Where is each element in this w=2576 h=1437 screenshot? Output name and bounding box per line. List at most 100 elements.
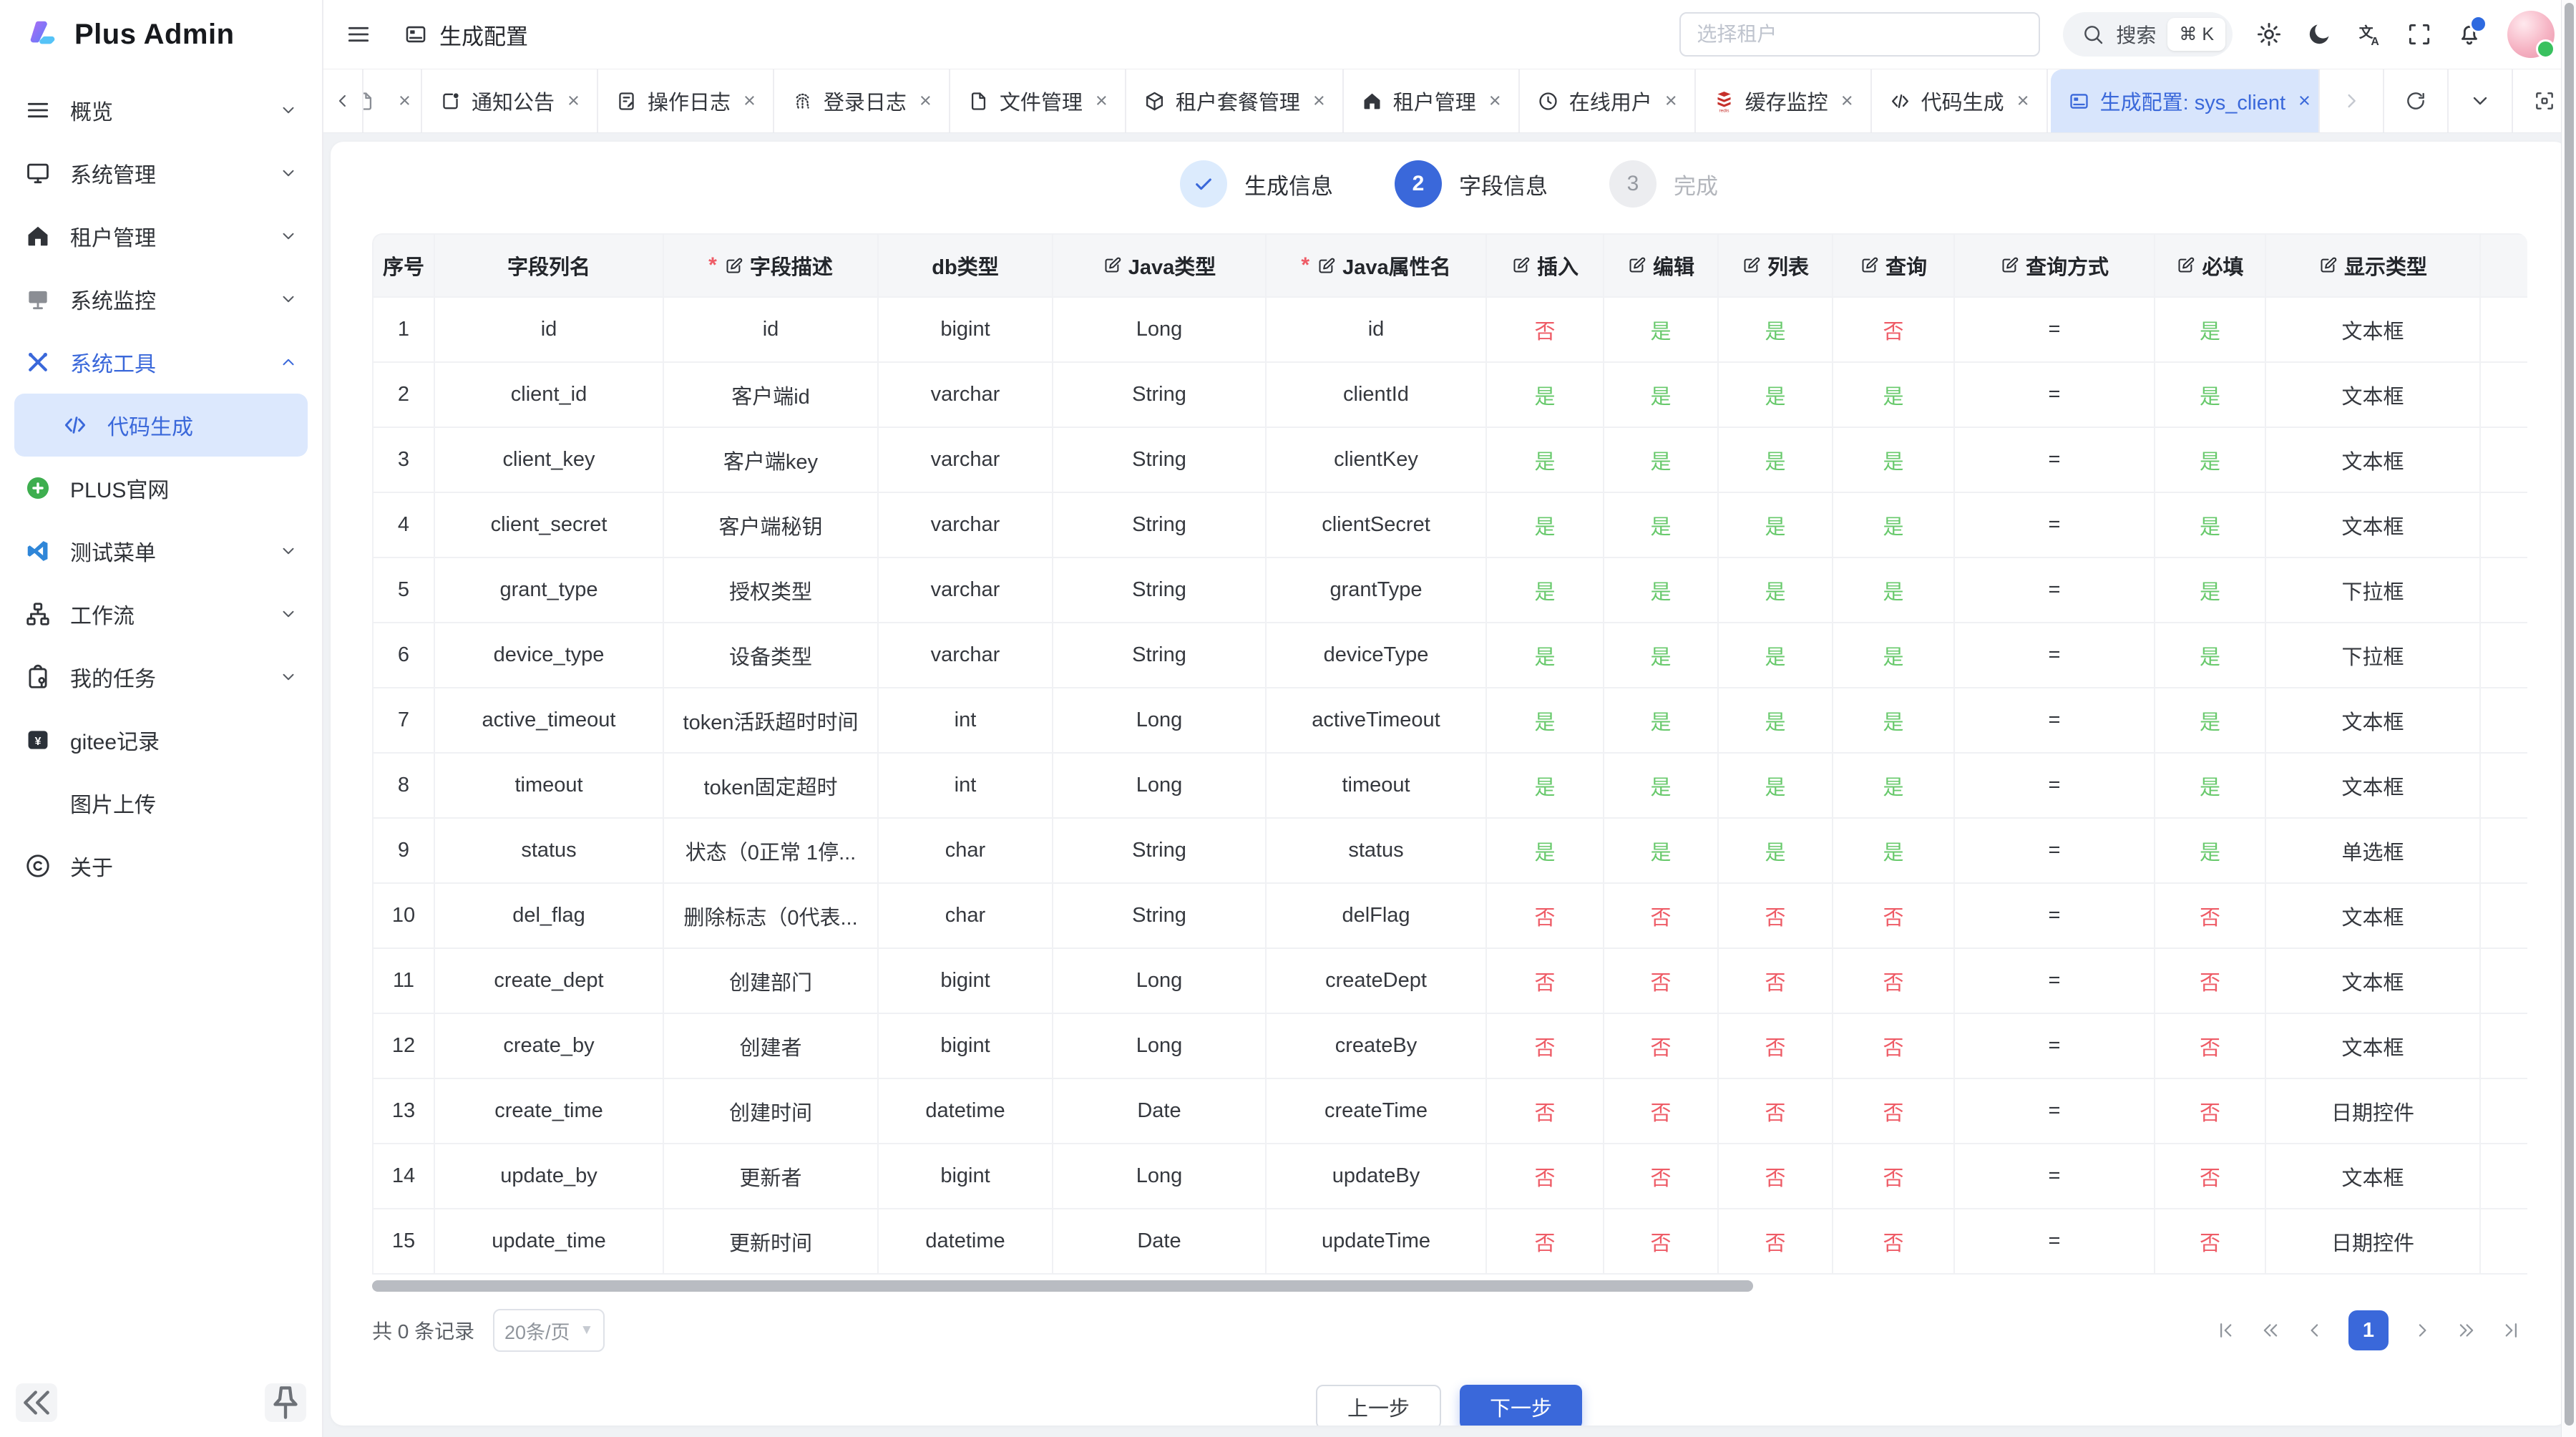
cell[interactable]: 否 <box>2155 1209 2266 1275</box>
cell[interactable]: 下拉框 <box>2266 558 2481 623</box>
tab-code-gen[interactable]: 代码生成 × <box>1872 69 2048 132</box>
cell[interactable]: token活跃超时时间 <box>664 688 879 754</box>
global-search[interactable]: 搜索 ⌘ K <box>2063 12 2233 57</box>
sidebar-item-overview[interactable]: 概览 <box>14 79 308 142</box>
cell[interactable]: 是 <box>1719 754 1833 819</box>
cell[interactable]: id <box>1267 298 1487 363</box>
fullscreen-icon[interactable] <box>2406 21 2433 48</box>
cell[interactable]: 是 <box>1719 558 1833 623</box>
cell[interactable]: 否 <box>1719 1209 1833 1275</box>
notifications-bell[interactable] <box>2456 15 2487 48</box>
sidebar-item-my-tasks[interactable]: 我的任务 <box>14 646 308 708</box>
close-icon[interactable]: × <box>567 89 580 112</box>
cell[interactable]: 否 <box>1487 1079 1604 1144</box>
tab-login-log[interactable]: 登录日志 × <box>774 69 950 132</box>
cell[interactable]: 是 <box>1604 558 1719 623</box>
close-icon[interactable]: × <box>1488 89 1501 112</box>
cell[interactable]: status <box>1267 819 1487 884</box>
cell[interactable]: 否 <box>1604 1144 1719 1209</box>
cell[interactable]: 是 <box>1604 623 1719 688</box>
cell[interactable]: 删除标志（0代表... <box>664 884 879 949</box>
cell[interactable]: 否 <box>1833 1014 1955 1079</box>
close-icon[interactable]: × <box>1664 89 1677 112</box>
tab-options-button[interactable] <box>2447 69 2512 132</box>
cell[interactable]: 是 <box>1833 623 1955 688</box>
cell[interactable]: 否 <box>1833 1079 1955 1144</box>
cell[interactable]: 是 <box>2155 754 2266 819</box>
close-icon[interactable]: × <box>2016 89 2029 112</box>
prev-step-button[interactable]: 上一步 <box>1315 1385 1441 1426</box>
tab-online-users[interactable]: 在线用户 × <box>1520 69 1696 132</box>
cell[interactable]: 文本框 <box>2266 428 2481 493</box>
cell[interactable]: 否 <box>1487 884 1604 949</box>
cell[interactable]: Date <box>1053 1079 1267 1144</box>
cell[interactable]: 是 <box>1719 819 1833 884</box>
cell[interactable]: 是 <box>1833 558 1955 623</box>
cell[interactable]: 否 <box>2155 949 2266 1014</box>
cell[interactable]: String <box>1053 363 1267 428</box>
cell[interactable]: 文本框 <box>2266 688 2481 754</box>
cell[interactable]: 是 <box>1487 754 1604 819</box>
cell[interactable]: 是 <box>1604 428 1719 493</box>
forward-pages-button[interactable] <box>2450 1314 2483 1347</box>
cell[interactable]: 文本框 <box>2266 754 2481 819</box>
cell[interactable]: = <box>1955 558 2155 623</box>
cell[interactable]: String <box>1053 884 1267 949</box>
cell[interactable]: 是 <box>1719 428 1833 493</box>
cell[interactable]: = <box>1955 493 2155 558</box>
cell[interactable]: String <box>1053 819 1267 884</box>
cell[interactable]: 文本框 <box>2266 949 2481 1014</box>
cell[interactable]: 否 <box>1487 1144 1604 1209</box>
cell[interactable]: 是 <box>1719 688 1833 754</box>
cell[interactable]: 授权类型 <box>664 558 879 623</box>
cell[interactable]: 否 <box>1604 1014 1719 1079</box>
tab-file-manage[interactable]: 文件管理 × <box>950 69 1126 132</box>
cell[interactable]: 否 <box>1833 949 1955 1014</box>
current-page-button[interactable]: 1 <box>2348 1310 2389 1350</box>
cell[interactable]: 否 <box>2155 1144 2266 1209</box>
cell[interactable]: 文本框 <box>2266 298 2481 363</box>
cell[interactable]: 否 <box>1719 884 1833 949</box>
cell[interactable]: 是 <box>2155 363 2266 428</box>
cell[interactable]: 是 <box>1604 493 1719 558</box>
cell[interactable]: Date <box>1053 1209 1267 1275</box>
cell[interactable]: 是 <box>1719 623 1833 688</box>
cell[interactable]: 是 <box>1487 819 1604 884</box>
cell[interactable]: 是 <box>1487 493 1604 558</box>
cell[interactable]: 否 <box>2155 1079 2266 1144</box>
cell[interactable]: Long <box>1053 754 1267 819</box>
cell[interactable]: 客户端id <box>664 363 879 428</box>
dark-mode-moon-icon[interactable] <box>2306 21 2333 48</box>
close-icon[interactable]: × <box>1312 89 1325 112</box>
tab-cache-monitor[interactable]: redis 缓存监控 × <box>1696 69 1872 132</box>
cell[interactable]: 是 <box>1487 428 1604 493</box>
close-icon[interactable]: × <box>1095 89 1108 112</box>
cell[interactable]: String <box>1053 623 1267 688</box>
tabs-scroll-left-button[interactable] <box>323 69 364 132</box>
tab-tenant-manage[interactable]: 租户管理 × <box>1344 69 1520 132</box>
cell[interactable]: 状态（0正常 1停... <box>664 819 879 884</box>
cell[interactable]: 否 <box>1719 949 1833 1014</box>
cell[interactable]: 是 <box>2155 428 2266 493</box>
cell[interactable]: = <box>1955 754 2155 819</box>
cell[interactable]: 是 <box>1604 298 1719 363</box>
cell[interactable]: Long <box>1053 1144 1267 1209</box>
sidebar-item-tenant-management[interactable]: 租户管理 <box>14 205 308 268</box>
cell[interactable]: 是 <box>1719 493 1833 558</box>
sidebar-item-plus-site[interactable]: PLUS官网 <box>14 457 308 520</box>
cell[interactable]: 是 <box>1604 688 1719 754</box>
cell[interactable]: = <box>1955 1209 2155 1275</box>
cell[interactable]: 更新者 <box>664 1144 879 1209</box>
cell[interactable]: 否 <box>1487 1209 1604 1275</box>
pin-sidebar-button[interactable] <box>265 1383 306 1422</box>
cell[interactable]: = <box>1955 363 2155 428</box>
tabs-scroll-right-button[interactable] <box>2318 69 2383 132</box>
cell[interactable]: 否 <box>2155 884 2266 949</box>
cell[interactable]: Long <box>1053 949 1267 1014</box>
cell[interactable]: updateTime <box>1267 1209 1487 1275</box>
cell[interactable]: 是 <box>1487 688 1604 754</box>
cell[interactable]: id <box>664 298 879 363</box>
cell[interactable]: Long <box>1053 688 1267 754</box>
cell[interactable]: 日期控件 <box>2266 1079 2481 1144</box>
